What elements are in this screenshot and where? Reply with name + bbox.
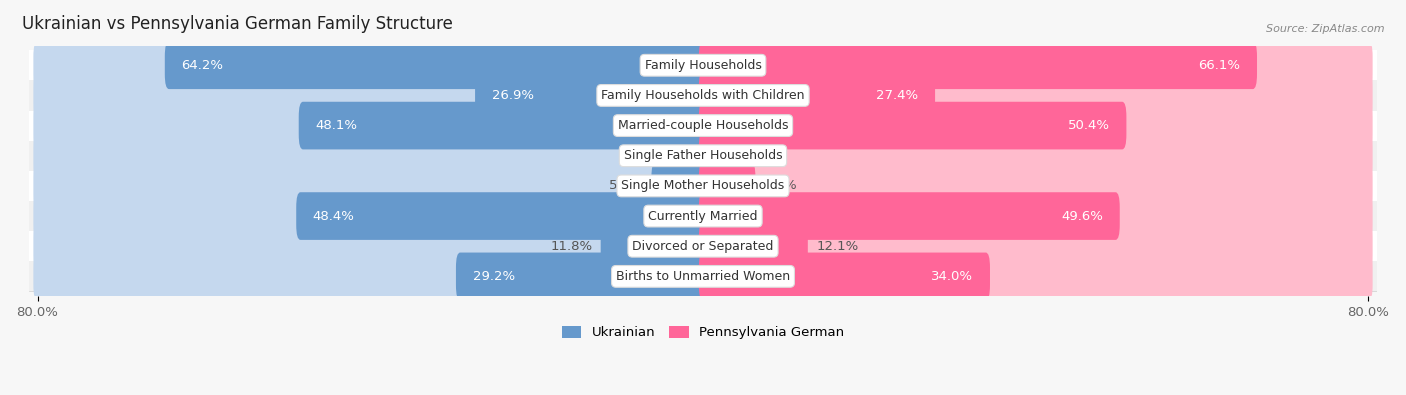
- Text: Divorced or Separated: Divorced or Separated: [633, 240, 773, 253]
- FancyBboxPatch shape: [699, 162, 1372, 210]
- FancyBboxPatch shape: [297, 192, 707, 240]
- Text: 29.2%: 29.2%: [472, 270, 515, 283]
- FancyBboxPatch shape: [699, 222, 808, 270]
- FancyBboxPatch shape: [600, 222, 707, 270]
- FancyBboxPatch shape: [651, 162, 707, 210]
- FancyBboxPatch shape: [165, 41, 707, 89]
- FancyBboxPatch shape: [699, 192, 1119, 240]
- Text: Source: ZipAtlas.com: Source: ZipAtlas.com: [1267, 24, 1385, 34]
- FancyBboxPatch shape: [21, 141, 1385, 171]
- Text: 66.1%: 66.1%: [1198, 59, 1240, 72]
- FancyBboxPatch shape: [699, 71, 935, 119]
- FancyBboxPatch shape: [21, 80, 1385, 111]
- Text: 27.4%: 27.4%: [876, 89, 918, 102]
- FancyBboxPatch shape: [21, 261, 1385, 292]
- FancyBboxPatch shape: [34, 162, 707, 210]
- FancyBboxPatch shape: [475, 71, 707, 119]
- FancyBboxPatch shape: [699, 41, 1257, 89]
- Text: 50.4%: 50.4%: [1067, 119, 1109, 132]
- FancyBboxPatch shape: [34, 252, 707, 300]
- FancyBboxPatch shape: [682, 132, 707, 180]
- Text: 64.2%: 64.2%: [181, 59, 224, 72]
- Text: 12.1%: 12.1%: [815, 240, 859, 253]
- Text: 2.4%: 2.4%: [735, 149, 769, 162]
- Legend: Ukrainian, Pennsylvania German: Ukrainian, Pennsylvania German: [557, 320, 849, 344]
- FancyBboxPatch shape: [699, 192, 1372, 240]
- Text: 2.1%: 2.1%: [640, 149, 673, 162]
- FancyBboxPatch shape: [699, 252, 990, 300]
- Text: 11.8%: 11.8%: [550, 240, 592, 253]
- FancyBboxPatch shape: [21, 111, 1385, 141]
- FancyBboxPatch shape: [298, 102, 707, 149]
- Text: Family Households with Children: Family Households with Children: [602, 89, 804, 102]
- FancyBboxPatch shape: [699, 132, 1372, 180]
- FancyBboxPatch shape: [34, 102, 707, 149]
- Text: 5.8%: 5.8%: [763, 179, 797, 192]
- FancyBboxPatch shape: [21, 201, 1385, 231]
- Text: Single Father Households: Single Father Households: [624, 149, 782, 162]
- FancyBboxPatch shape: [456, 252, 707, 300]
- FancyBboxPatch shape: [34, 71, 707, 119]
- FancyBboxPatch shape: [699, 102, 1372, 149]
- Text: 48.4%: 48.4%: [314, 210, 354, 222]
- FancyBboxPatch shape: [699, 71, 1372, 119]
- Text: 48.1%: 48.1%: [315, 119, 357, 132]
- FancyBboxPatch shape: [699, 252, 1372, 300]
- FancyBboxPatch shape: [21, 171, 1385, 201]
- Text: Family Households: Family Households: [644, 59, 762, 72]
- FancyBboxPatch shape: [34, 41, 707, 89]
- FancyBboxPatch shape: [21, 231, 1385, 261]
- Text: Married-couple Households: Married-couple Households: [617, 119, 789, 132]
- FancyBboxPatch shape: [699, 162, 755, 210]
- Text: 5.7%: 5.7%: [609, 179, 643, 192]
- FancyBboxPatch shape: [21, 50, 1385, 80]
- Text: Ukrainian vs Pennsylvania German Family Structure: Ukrainian vs Pennsylvania German Family …: [22, 15, 453, 33]
- Text: Single Mother Households: Single Mother Households: [621, 179, 785, 192]
- FancyBboxPatch shape: [699, 222, 1372, 270]
- FancyBboxPatch shape: [699, 102, 1126, 149]
- FancyBboxPatch shape: [699, 41, 1372, 89]
- Text: Births to Unmarried Women: Births to Unmarried Women: [616, 270, 790, 283]
- FancyBboxPatch shape: [699, 132, 727, 180]
- Text: 49.6%: 49.6%: [1062, 210, 1104, 222]
- Text: 26.9%: 26.9%: [492, 89, 534, 102]
- Text: 34.0%: 34.0%: [931, 270, 973, 283]
- Text: Currently Married: Currently Married: [648, 210, 758, 222]
- FancyBboxPatch shape: [34, 222, 707, 270]
- FancyBboxPatch shape: [34, 132, 707, 180]
- FancyBboxPatch shape: [34, 192, 707, 240]
